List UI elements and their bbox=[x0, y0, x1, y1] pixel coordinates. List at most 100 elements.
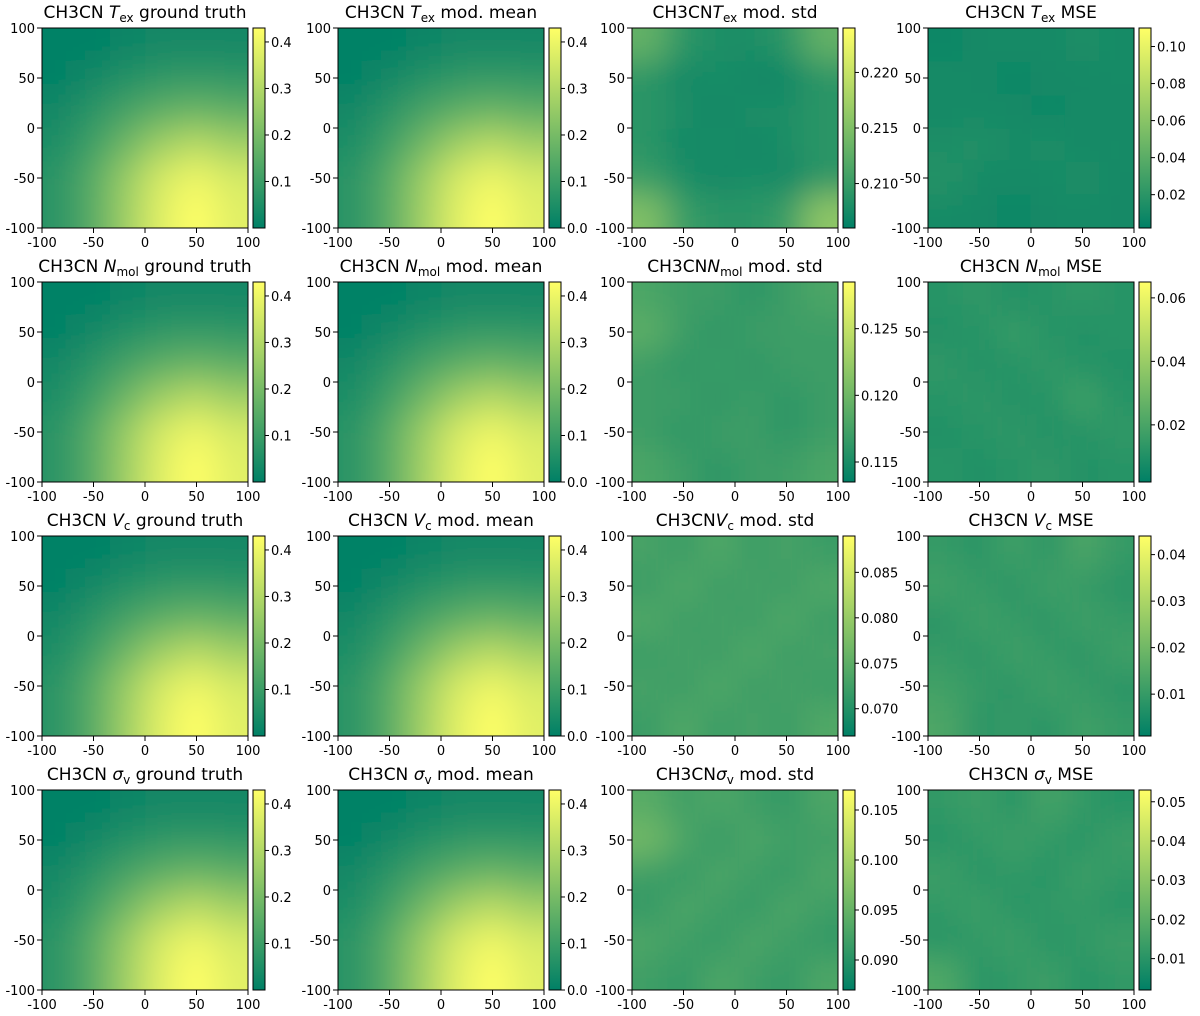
heatmap-cell bbox=[145, 61, 180, 96]
heatmap-cell bbox=[928, 890, 963, 924]
colorbar-tick-label: 0.03 bbox=[1157, 595, 1186, 610]
heatmap-cell bbox=[475, 94, 511, 129]
heatmap-cell bbox=[735, 602, 770, 637]
heatmap-cell bbox=[632, 194, 667, 228]
heatmap-cell bbox=[666, 415, 702, 450]
y-tick-label: -100 bbox=[5, 984, 35, 999]
x-tick-label: 0 bbox=[141, 744, 149, 759]
y-tick-label: -50 bbox=[604, 680, 625, 695]
x-tick-label: 100 bbox=[1122, 998, 1147, 1013]
x-tick-label: 0 bbox=[731, 998, 739, 1013]
colorbar-tick-label: 0.04 bbox=[1157, 355, 1186, 370]
heatmap-cells bbox=[338, 28, 544, 228]
heatmap-cell bbox=[996, 790, 1032, 824]
x-tick-label: 0 bbox=[731, 236, 739, 251]
heatmap-cell bbox=[700, 923, 736, 958]
heatmap bbox=[42, 536, 248, 736]
y-tick-label: 100 bbox=[600, 784, 625, 799]
heatmap-cell bbox=[475, 636, 511, 670]
heatmap-cell bbox=[1031, 94, 1066, 129]
colorbar-tick-label: 0.02 bbox=[1157, 419, 1186, 434]
heatmap-cell bbox=[735, 823, 770, 858]
chart-title: CH3CN Nmol mod. mean bbox=[340, 257, 543, 279]
x-tick-label: 50 bbox=[778, 236, 795, 251]
title-part: ground truth bbox=[139, 257, 252, 277]
x-tick-label: 50 bbox=[778, 490, 795, 505]
heatmap-cell bbox=[441, 636, 476, 670]
y-tick-label: 0 bbox=[617, 884, 625, 899]
heatmap-cell bbox=[928, 536, 963, 570]
x-tick-label: 50 bbox=[1074, 490, 1091, 505]
x-tick-label: 0 bbox=[1027, 490, 1035, 505]
heatmap-cell bbox=[213, 315, 248, 350]
heatmap-cell bbox=[632, 823, 667, 858]
heatmap-cell bbox=[42, 348, 77, 383]
heatmap-cell bbox=[632, 669, 667, 704]
title-part: mod. mean bbox=[432, 511, 534, 531]
colorbar-tick-label: 0.2 bbox=[567, 637, 588, 652]
heatmap-cell bbox=[338, 448, 373, 482]
heatmap-cell bbox=[145, 790, 180, 824]
title-part: MSE bbox=[1055, 3, 1097, 23]
x-tick-label: 0 bbox=[437, 490, 445, 505]
x-tick-label: 50 bbox=[484, 744, 501, 759]
heatmap-cell bbox=[110, 956, 146, 990]
heatmap-cell bbox=[769, 669, 805, 704]
y-tick-label: 100 bbox=[896, 276, 921, 291]
heatmap-cell bbox=[803, 194, 838, 228]
heatmap-cell bbox=[509, 569, 544, 604]
heatmap-cell bbox=[1031, 669, 1066, 704]
heatmap-cell bbox=[406, 956, 442, 990]
y-tick-label: 100 bbox=[10, 22, 35, 37]
heatmap-cell bbox=[632, 448, 667, 482]
heatmap-cell bbox=[632, 315, 667, 350]
heatmap-cell bbox=[1099, 669, 1134, 704]
heatmap-cell bbox=[372, 415, 408, 450]
heatmap-cell bbox=[76, 602, 112, 637]
heatmap-cell bbox=[1065, 569, 1101, 604]
heatmap-cell bbox=[441, 956, 476, 990]
heatmap-cell bbox=[962, 448, 998, 482]
x-tick-label: -100 bbox=[913, 998, 943, 1013]
colorbar-tick-label: 0.3 bbox=[271, 336, 292, 351]
title-part: CH3CN bbox=[652, 3, 712, 23]
heatmap-cell bbox=[1099, 790, 1134, 824]
heatmap-cell bbox=[803, 94, 838, 129]
heatmap-cell bbox=[996, 315, 1032, 350]
heatmap-cell bbox=[1065, 669, 1101, 704]
heatmap-cell bbox=[213, 569, 248, 604]
heatmap-cell bbox=[110, 823, 146, 858]
y-tick-label: 0 bbox=[323, 630, 331, 645]
heatmap-cell bbox=[735, 536, 770, 570]
heatmap-cell bbox=[803, 282, 838, 316]
heatmap-cell bbox=[996, 28, 1032, 62]
heatmap-cell bbox=[700, 161, 736, 196]
colorbar-tick-label: 0.100 bbox=[861, 854, 898, 869]
heatmap-cell bbox=[666, 128, 702, 162]
heatmap-cell bbox=[179, 348, 215, 383]
heatmap-cell bbox=[962, 790, 998, 824]
heatmap-cell bbox=[769, 890, 805, 924]
heatmap-cell bbox=[441, 348, 476, 383]
y-tick-label: 50 bbox=[608, 72, 625, 87]
heatmap-cell bbox=[179, 536, 215, 570]
heatmap-cell bbox=[42, 128, 77, 162]
heatmap-cell bbox=[372, 823, 408, 858]
colorbar-tick-label: 0.210 bbox=[861, 178, 898, 193]
x-tick-label: 100 bbox=[236, 490, 261, 505]
heatmap-cell bbox=[475, 569, 511, 604]
colorbar bbox=[252, 281, 266, 483]
heatmap-cell bbox=[1065, 536, 1101, 570]
heatmap-cell bbox=[406, 315, 442, 350]
colorbar-tick-label: 0.080 bbox=[861, 612, 898, 627]
x-tick-label: 50 bbox=[1074, 236, 1091, 251]
heatmap-cell bbox=[338, 315, 373, 350]
panel: -100 -50 0 50 100 -100 -50 0 50 100 0.1 0.2 0.3 0.4 CH… bbox=[5, 765, 291, 1013]
title-part: CH3CN bbox=[969, 765, 1034, 785]
colorbar-tick-label: 0.04 bbox=[1157, 152, 1186, 167]
heatmap-cell bbox=[1031, 348, 1066, 383]
x-tick-label: 50 bbox=[188, 744, 205, 759]
heatmap-cell bbox=[803, 415, 838, 450]
heatmap-cell bbox=[996, 956, 1032, 990]
x-tick-label: 50 bbox=[484, 490, 501, 505]
